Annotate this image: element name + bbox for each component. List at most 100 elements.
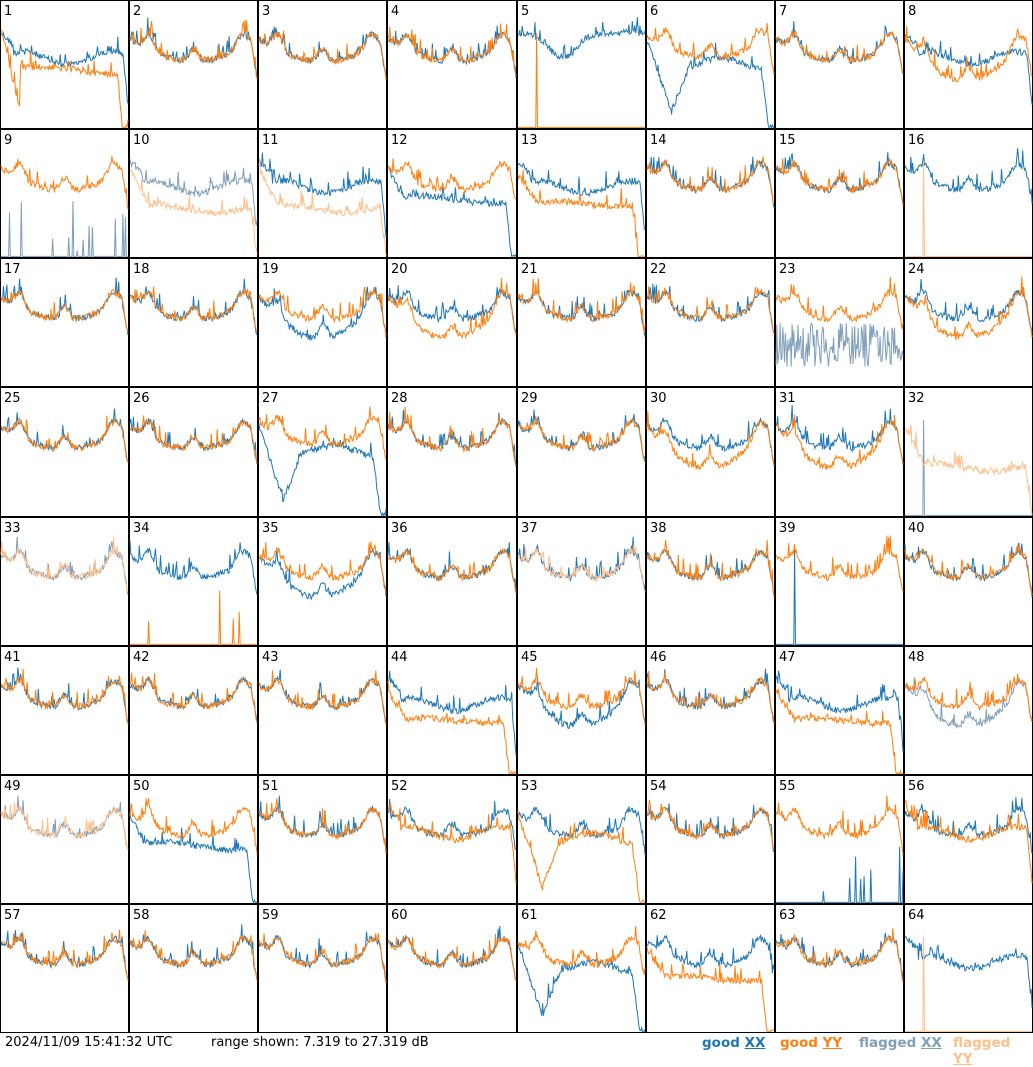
panel-frame [0,904,129,1033]
panel-label: 31 [779,391,796,406]
panel-frame [258,129,387,258]
legend-good-yy: good YY [780,1035,842,1051]
series-yy-line [904,424,1033,516]
series-yy-line [904,276,1033,341]
spectrum-panel: 9 [0,129,129,258]
spectrum-panel: 25 [0,387,129,517]
panel-label: 35 [262,521,279,536]
range-to: to [344,1035,358,1050]
series-yy-line [904,543,1033,596]
panel-label: 19 [262,262,279,277]
panel-label: 38 [650,521,667,536]
panel-frame [517,517,646,646]
series-yy-line [646,285,775,335]
panel-frame [646,258,775,387]
series-yy-line [517,415,646,461]
series-xx-line [775,670,904,752]
series-yy-line [387,277,517,340]
range-min: 7.319 [303,1035,341,1050]
panel-label: 53 [521,779,538,794]
spectrum-panel: 43 [258,646,387,775]
panel-label: 60 [391,908,408,923]
series-yy-line [775,158,904,206]
panel-label: 64 [908,908,925,923]
panel-frame [129,387,258,517]
spectrum-panel: 59 [258,904,387,1033]
panel-frame [517,904,646,1033]
spectrum-panel: 7 [775,0,904,129]
series-yy-line [904,673,1033,723]
spectrum-panel: 47 [775,646,904,775]
panel-label: 45 [521,650,538,665]
panel-frame [775,517,904,646]
panel-label: 15 [779,133,796,148]
spectra-grid: 1 2 3 4 5 6 7 8 9 10 11 12 13 14 15 16 17 18 19 20 21 22 23 24 2… [0,0,1033,1033]
panel-label: 10 [133,133,150,148]
series-yy-line [258,30,387,80]
series-xx-line [646,41,775,129]
series-yy-line [387,933,517,981]
series-yy-line [0,415,129,463]
series-xx-line [1,201,128,257]
series-xx-line [517,17,646,61]
panel-frame [517,646,646,775]
series-yy-line [775,276,904,330]
series-xx-line [387,166,517,258]
spectrum-panel: 63 [775,904,904,1033]
panel-label: 46 [650,650,667,665]
spectrum-panel: 27 [258,387,387,518]
series-yy-line [646,410,775,471]
panel-frame [258,0,387,129]
spectrum-panel: 3 [258,0,387,129]
series-yy-line [387,406,516,463]
panel-label: 16 [908,133,925,148]
panel-frame [517,129,646,258]
panel-label: 59 [262,908,279,923]
series-yy-line [646,540,775,598]
panel-label: 20 [391,262,408,277]
spectrum-panel: 33 [0,517,129,646]
panel-label: 52 [391,779,408,794]
series-yy-line [387,158,517,200]
series-xx-line [129,540,258,595]
panel-label: 61 [521,908,538,923]
series-yy-line [904,26,1033,83]
spectrum-panel: 36 [387,517,517,646]
panel-frame [129,646,258,775]
panel-frame [775,258,904,387]
panel-frame [646,646,775,775]
panel-label: 32 [908,391,925,406]
panel-frame [775,646,904,775]
series-yy-line [517,667,646,725]
panel-frame [0,258,129,387]
panel-label: 13 [521,133,538,148]
panel-label: 30 [650,391,667,406]
series-yy-line [517,810,645,903]
panel-label: 54 [650,779,667,794]
panel-label: 33 [4,521,21,536]
panel-label: 55 [779,779,796,794]
spectrum-panel: 21 [517,258,646,387]
spectrum-panel: 60 [387,904,517,1033]
series-xx-line [646,933,775,974]
spectrum-panel: 49 [0,775,129,904]
panel-label: 40 [908,521,925,536]
panel-label: 63 [779,908,796,923]
panel-frame [0,0,129,129]
panel-frame [387,904,517,1033]
panel-frame [517,775,646,904]
series-yy-line [129,19,258,80]
panel-label: 26 [133,391,150,406]
panel-label: 34 [133,521,150,536]
legend-good-xx: good XX [702,1035,765,1051]
panel-frame [0,646,129,775]
series-yy-line [905,161,1032,257]
spectrum-panel: 46 [646,646,775,775]
series-yy-line [0,289,129,332]
series-yy-line [129,672,258,723]
series-yy-line [775,535,904,592]
spectrum-panel: 48 [904,646,1033,775]
series-yy-line [258,159,387,257]
legend-pol: YY [822,1035,843,1051]
